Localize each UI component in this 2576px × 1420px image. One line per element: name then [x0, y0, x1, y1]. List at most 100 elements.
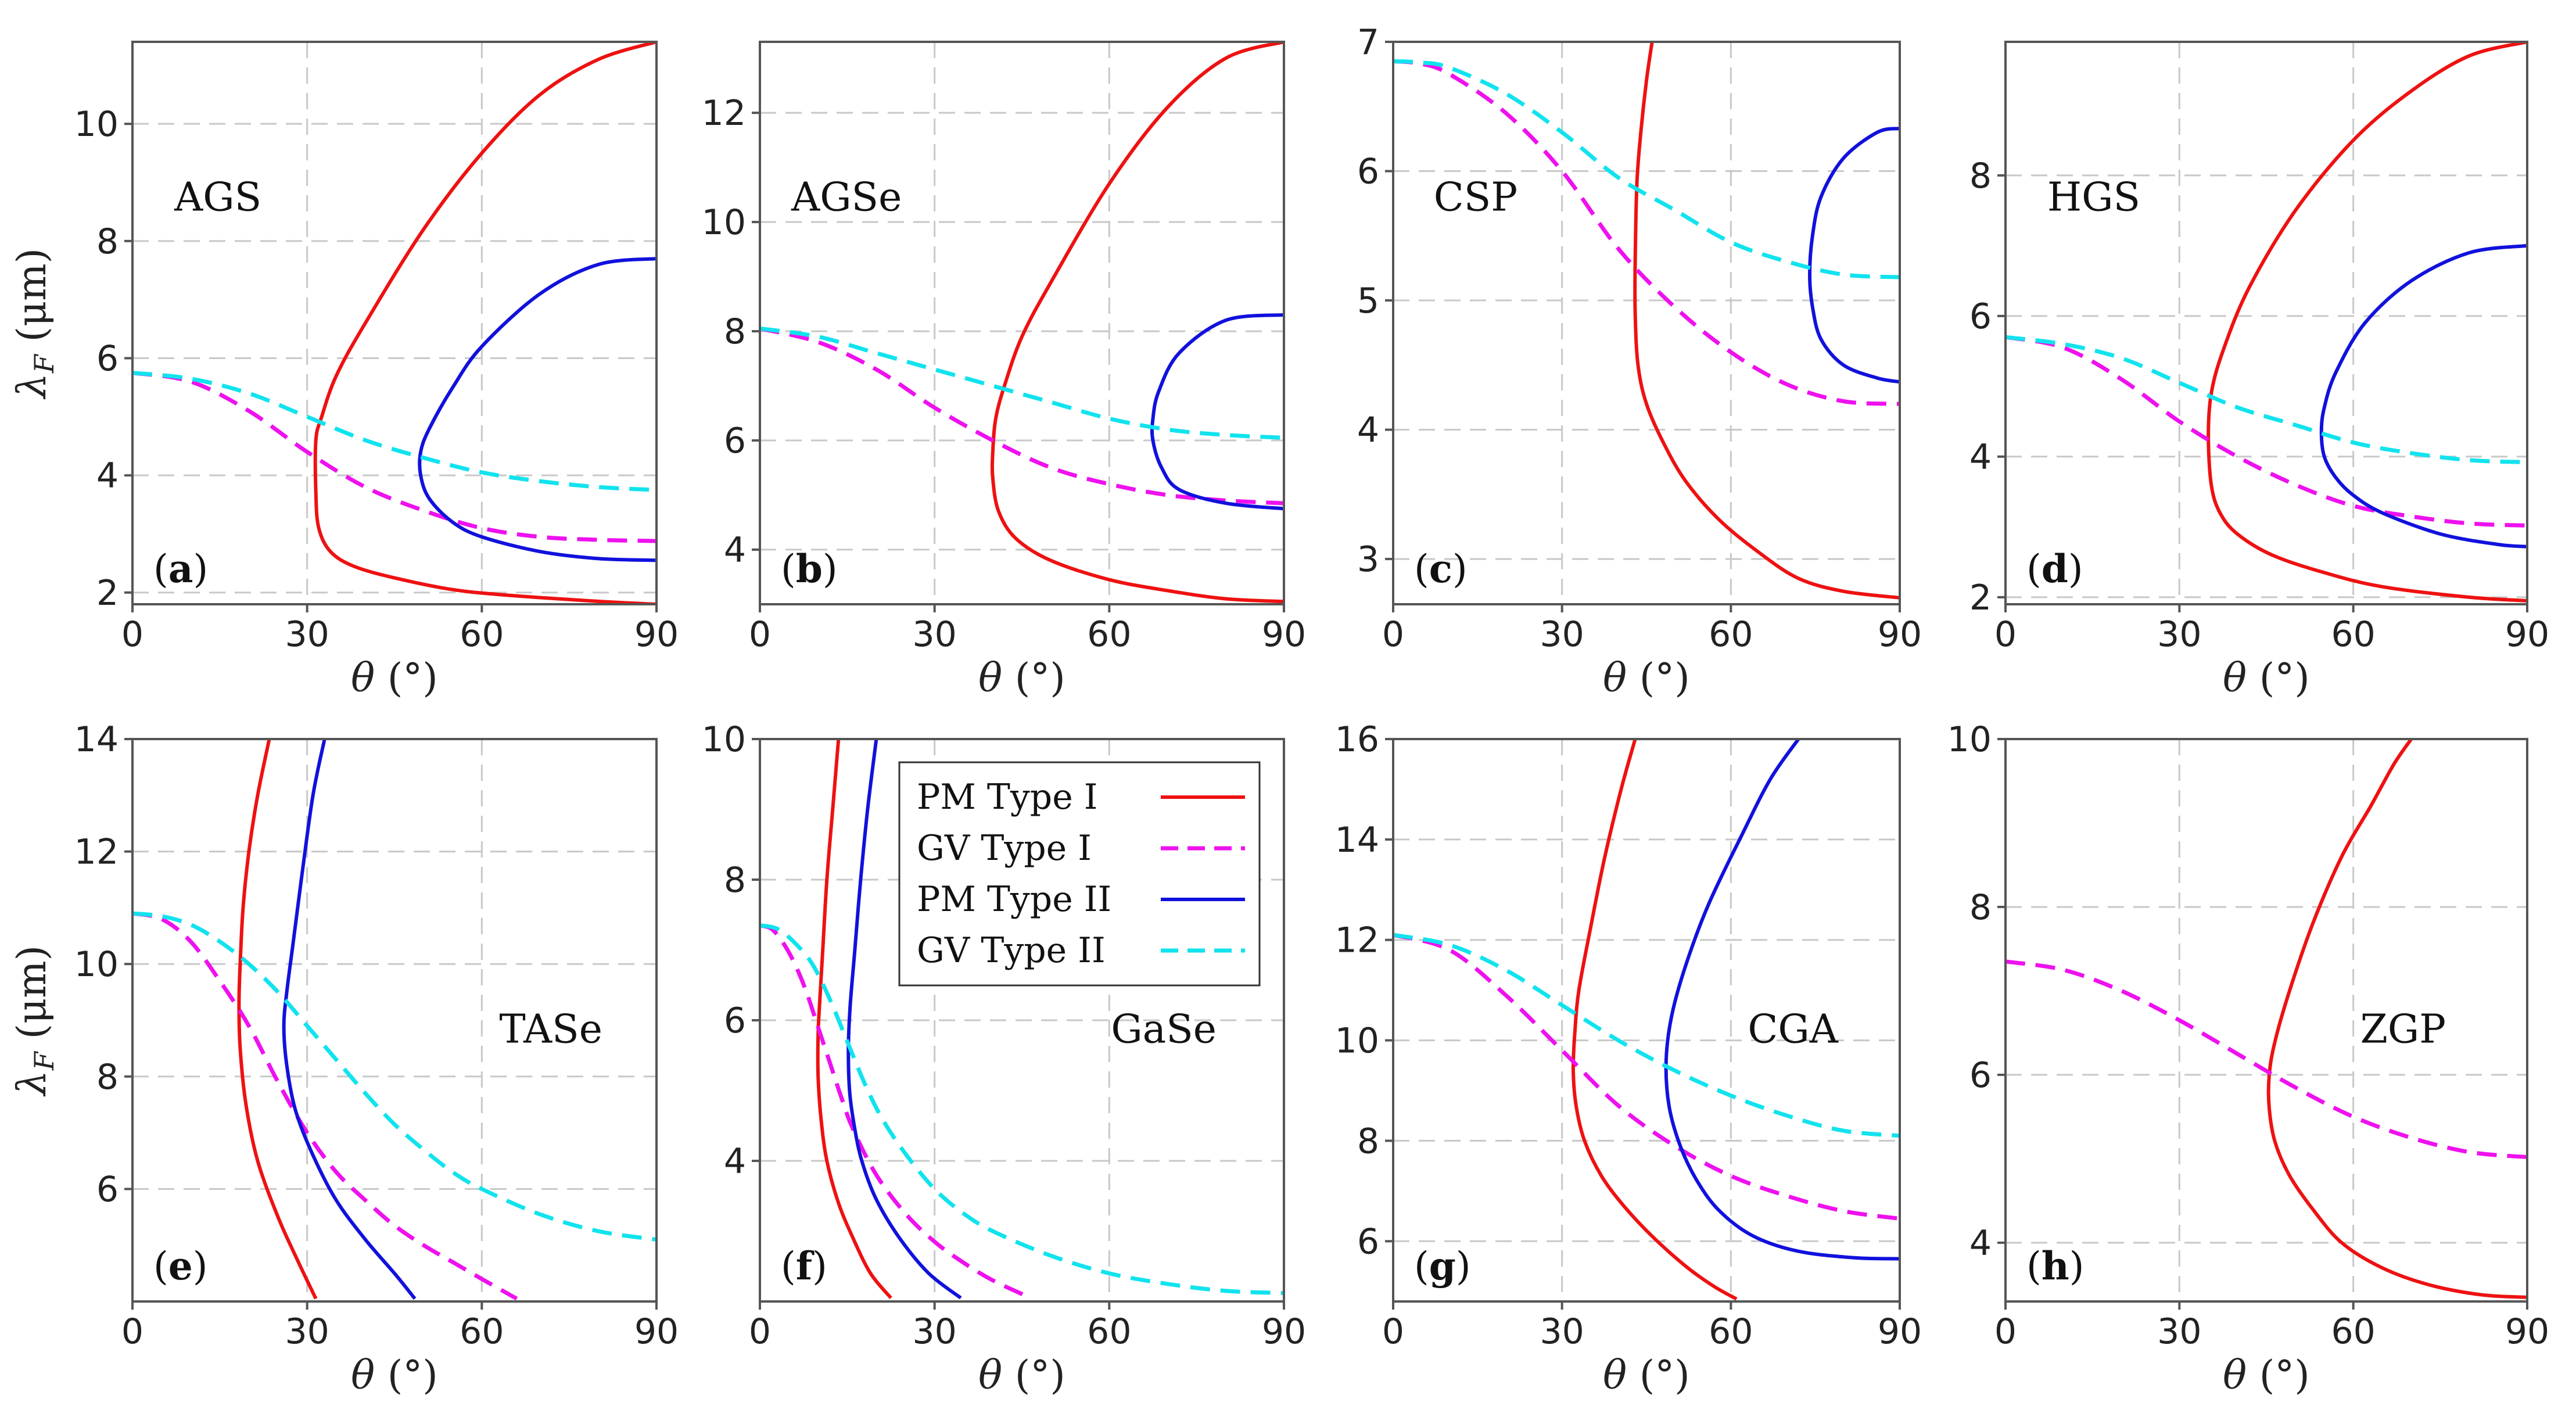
x-tick-label: 90: [1262, 1311, 1306, 1352]
y-tick-label: 10: [74, 944, 119, 985]
legend-entry-label: PM Type I: [917, 777, 1097, 817]
y-axis-label-subscript: F: [28, 353, 60, 374]
series-gv-type-ii: [760, 326, 1284, 440]
series-pm-type-i: [990, 42, 1284, 604]
panel-h: 0 30 60 90 4 6 8 10 θ (°) ZGP (h): [1947, 719, 2550, 1399]
panel-letter-close: ): [812, 1244, 827, 1289]
panel-letter-char: e: [168, 1243, 193, 1289]
y-tick-label: 8: [96, 221, 119, 262]
crystal-label: GaSe: [1111, 1007, 1217, 1053]
y-tick-label: 4: [1969, 437, 1992, 478]
series-pm-type-i: [313, 42, 656, 604]
x-axis-label-symbol: θ: [2223, 655, 2247, 701]
y-tick-label: 8: [724, 311, 746, 352]
x-tick-label: 30: [912, 614, 956, 655]
x-axis-label-unit: (°): [375, 1353, 438, 1399]
series-gv-type-ii: [1393, 933, 1900, 1138]
panel-letter: (h): [2026, 1243, 2085, 1289]
y-tick-label: 6: [724, 1001, 746, 1041]
y-tick-label: 4: [96, 456, 119, 496]
panel-letter-close: ): [193, 1244, 208, 1289]
panel-f: 0 30 60 90 4 6 8 10 θ (°) GaSe (f): [702, 719, 1307, 1399]
x-tick-label: 30: [285, 614, 329, 655]
panel-letter-close: ): [193, 547, 209, 591]
x-axis-label-unit: (°): [1627, 655, 1690, 701]
panel-letter: (b): [781, 546, 838, 591]
crystal-label: AGSe: [791, 174, 902, 220]
y-tick-label: 6: [96, 339, 119, 379]
x-axis-label: θ (°): [351, 1353, 438, 1399]
x-tick-label: 90: [634, 1311, 679, 1352]
panel-a: 0 30 60 90 2 4 6 8 10 θ (°) λF (μm) AGS (a): [9, 41, 679, 701]
panel-letter-char: d: [2042, 546, 2068, 591]
x-tick-label: 60: [1709, 1311, 1753, 1352]
y-tick-label: 4: [724, 530, 746, 571]
series-gv-type-i: [132, 911, 518, 1301]
legend-box: [898, 761, 1261, 987]
panel-letter: (c): [1414, 546, 1468, 591]
panel-letter-close: ): [2069, 1244, 2085, 1289]
x-axis-label-symbol: θ: [1603, 1353, 1627, 1399]
panel-letter-char: h: [2042, 1243, 2069, 1289]
panel-letter-open: (: [781, 1244, 796, 1289]
series-gv-type-ii: [2005, 335, 2527, 465]
y-tick-label: 8: [724, 860, 746, 901]
y-tick-label: 6: [1357, 1221, 1379, 1262]
y-tick-label: 5: [1357, 281, 1379, 321]
panel-letter: (d): [2026, 546, 2083, 591]
series-pm-type-ii: [1807, 127, 1900, 384]
panel-letter: (a): [153, 546, 208, 591]
panel-e: 0 30 60 90 6 8 10 12 14 θ (°) λF (μm) TASe (e): [9, 719, 679, 1399]
series-gv-type-ii: [132, 371, 656, 492]
y-tick-label: 6: [1357, 152, 1379, 192]
x-axis-label-unit: (°): [375, 655, 438, 701]
y-tick-label: 6: [724, 421, 746, 461]
y-tick-label: 2: [96, 573, 119, 614]
y-tick-label: 10: [1335, 1021, 1379, 1062]
y-tick-label: 6: [1969, 296, 1992, 337]
panel-letter-close: ): [1456, 1244, 1471, 1289]
series-pm-type-ii: [2319, 243, 2527, 548]
series-group: [132, 42, 656, 604]
y-axis-label-symbol: λ: [9, 373, 55, 400]
x-axis-label: θ (°): [2223, 1353, 2310, 1399]
series-group: [2005, 739, 2527, 1299]
panel-letter-char: g: [1429, 1243, 1456, 1289]
panel-d: 0 30 60 90 2 4 6 8 θ (°) HGS (d): [1969, 41, 2549, 701]
panel-letter-close: ): [2068, 547, 2083, 591]
y-tick-label: 10: [702, 202, 746, 243]
y-tick-label: 16: [1335, 719, 1379, 760]
series-group: [760, 42, 1284, 604]
y-tick-label: 12: [74, 832, 119, 873]
panel-g: 0 30 60 90 6 8 10 12 14 16 θ (°) CGA (g): [1335, 719, 1922, 1399]
crystal-label: CGA: [1748, 1007, 1838, 1053]
y-tick-label: 8: [1357, 1121, 1379, 1161]
x-tick-label: 60: [460, 614, 504, 655]
panel-letter-open: (: [2026, 547, 2042, 591]
x-axis-label-symbol: θ: [351, 1353, 375, 1399]
y-axis-label-symbol: λ: [9, 1070, 55, 1097]
x-tick-label: 90: [634, 614, 679, 655]
panel-frame: [1392, 738, 1901, 1303]
series-pm-type-ii: [282, 739, 417, 1300]
crystal-label: AGS: [174, 174, 261, 220]
x-axis-label: θ (°): [978, 655, 1065, 701]
y-tick-label: 10: [702, 719, 746, 760]
x-tick-label: 30: [2157, 614, 2201, 655]
legend: PM Type I GV Type I PM Type II GV Type II: [898, 761, 1261, 987]
y-tick-label: 6: [96, 1169, 119, 1210]
y-axis-label: λF (μm): [9, 248, 60, 400]
series-gv-type-i: [1393, 59, 1900, 406]
y-tick-label: 14: [1335, 820, 1379, 860]
legend-entry-label: GV Type I: [917, 828, 1092, 869]
panel-letter-open: (: [153, 1244, 168, 1289]
x-tick-label: 30: [2157, 1311, 2201, 1352]
series-pm-type-i: [816, 739, 892, 1299]
crystal-label: ZGP: [2360, 1007, 2446, 1053]
series-gv-type-i: [760, 923, 1032, 1300]
x-tick-label: 60: [460, 1311, 504, 1352]
x-axis-label: θ (°): [1603, 1353, 1690, 1399]
panel-letter-char: f: [796, 1243, 815, 1289]
panel-frame: [759, 41, 1285, 605]
x-tick-label: 60: [1087, 1311, 1131, 1352]
